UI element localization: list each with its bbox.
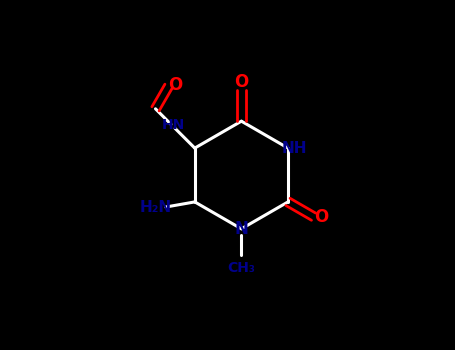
Text: N: N [234,220,248,238]
Text: HN: HN [162,118,185,132]
Text: H₂N: H₂N [139,199,172,215]
Text: O: O [314,208,329,226]
Text: NH: NH [282,141,307,156]
Text: O: O [168,76,182,93]
Text: O: O [234,73,248,91]
Text: CH₃: CH₃ [228,261,255,275]
